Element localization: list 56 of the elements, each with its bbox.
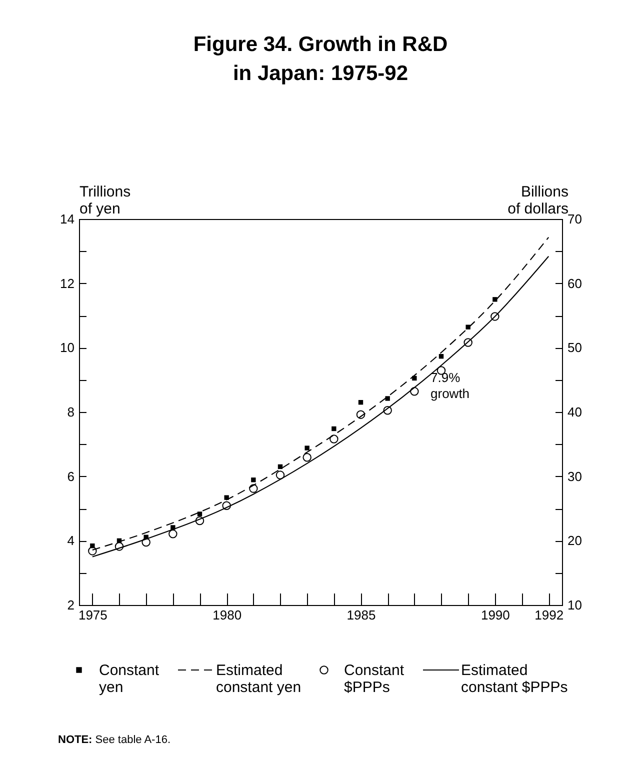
point xyxy=(249,484,258,493)
y2-tick-label: 70 xyxy=(568,212,582,226)
y2-tick-label: 20 xyxy=(568,533,582,548)
point xyxy=(410,387,419,396)
legend-label: Estimated constant $PPPs xyxy=(461,662,568,696)
text: NOTE: See table A-16. xyxy=(58,734,171,746)
y-axis-title: Trillions of yen xyxy=(80,184,131,218)
legend-label: Estimated constant yen xyxy=(216,662,302,696)
x-tick-label: 1980 xyxy=(212,608,242,622)
point xyxy=(358,400,364,405)
legend-label: Constant yen xyxy=(99,662,160,696)
point xyxy=(224,495,229,500)
point xyxy=(330,434,338,444)
y2-tick-label: 50 xyxy=(568,340,582,356)
point xyxy=(490,312,500,321)
point xyxy=(195,516,204,526)
x-tick-label: 1990 xyxy=(480,608,510,622)
chart-title: Figure 34. Growth in R&D in Japan: 1975-92 xyxy=(193,33,448,85)
x-tick-label: 1975 xyxy=(78,608,108,622)
point xyxy=(276,470,285,480)
point xyxy=(464,338,472,347)
point xyxy=(197,512,202,516)
point xyxy=(251,478,256,482)
y2-tick-label: 10 xyxy=(568,598,582,612)
point xyxy=(114,542,124,551)
y2-tick-label: 30 xyxy=(568,468,582,484)
y2-axis-title: Billions of dollars xyxy=(508,184,568,218)
point xyxy=(278,464,283,470)
y-tick-label: 6 xyxy=(67,468,74,484)
point xyxy=(412,376,417,381)
x-tick-label: 1985 xyxy=(346,608,376,622)
y-tick-label: 14 xyxy=(60,212,74,226)
point xyxy=(438,354,444,359)
point xyxy=(385,396,390,401)
point xyxy=(142,538,150,547)
y2-tick-label: 60 xyxy=(568,276,582,291)
y-tick-label: 12 xyxy=(60,276,74,291)
point xyxy=(88,546,97,556)
point xyxy=(222,501,231,510)
point xyxy=(170,525,176,530)
point xyxy=(302,452,312,462)
point xyxy=(168,530,178,538)
y-tick-label: 2 xyxy=(67,598,74,612)
point xyxy=(466,324,470,330)
y2-tick-label: 40 xyxy=(568,404,582,420)
y-tick-label: 4 xyxy=(67,533,74,548)
annotation: 7.9% growth xyxy=(430,370,470,401)
point xyxy=(492,297,498,302)
legend-label: Constant $PPPs xyxy=(344,662,405,696)
point xyxy=(332,426,336,432)
y-tick-label: 8 xyxy=(67,404,74,420)
x-tick-label: 1992 xyxy=(534,608,564,622)
point xyxy=(383,406,392,415)
point xyxy=(356,410,366,419)
y-tick-label: 10 xyxy=(60,340,74,356)
point xyxy=(304,446,310,450)
